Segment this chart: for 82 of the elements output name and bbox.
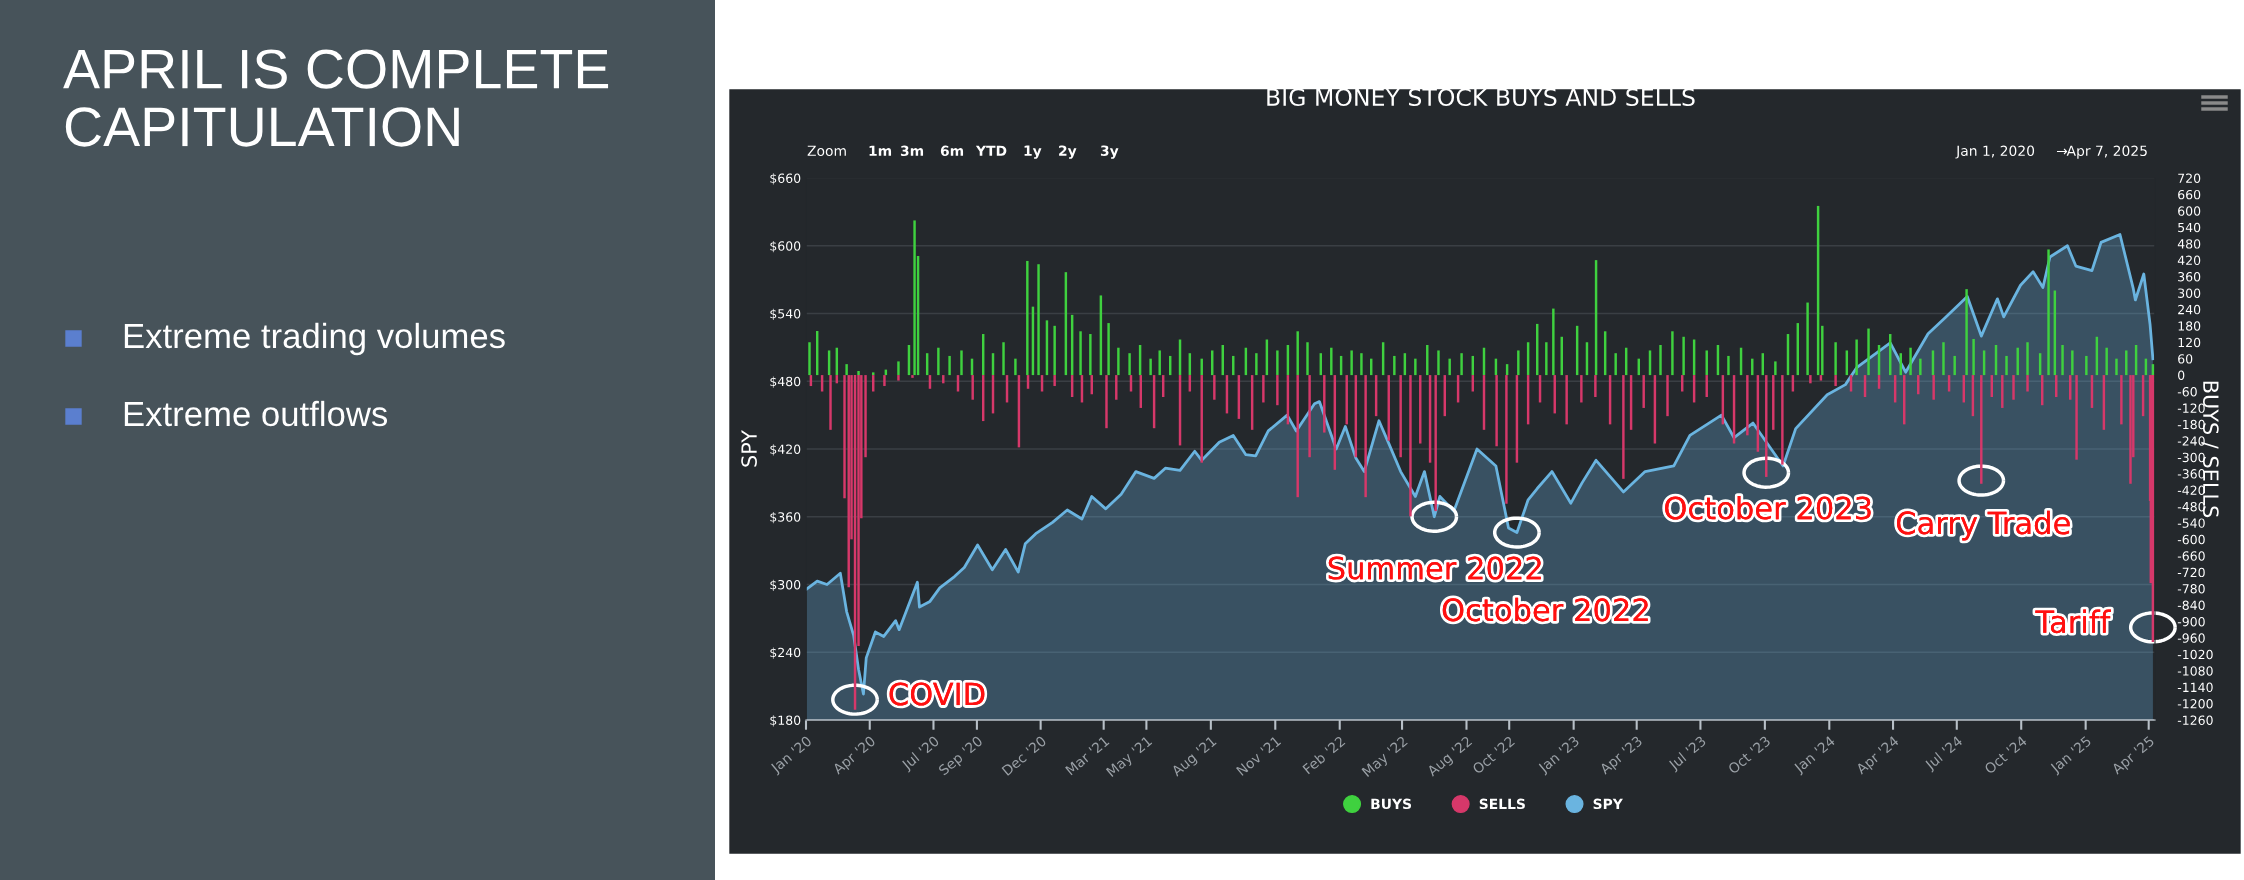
text: YTD: [975, 145, 1007, 156]
y-tick-label: $480: [770, 376, 801, 388]
x-tick-label: Jul '24: [1923, 735, 1965, 773]
y-axis-title: SPY: [741, 429, 757, 467]
annotation: Summer 2022: [1328, 556, 1541, 580]
x-tick-label: Feb '22: [1302, 735, 1346, 775]
y2-tick-label: 660: [2178, 189, 2201, 200]
x-tick-label: Jul '23: [1667, 735, 1709, 773]
y2-tick-label: 60: [2178, 354, 2193, 364]
y2-tick-label: -120: [2177, 403, 2205, 413]
y2-tick-label: 360: [2178, 272, 2201, 282]
x-tick-label: Jan '24: [1792, 735, 1838, 776]
y-tick-label: $540: [770, 308, 801, 321]
text: Zoom: [807, 145, 846, 157]
x-tick-label: Dec '20: [1001, 735, 1047, 776]
x-tick-label: Jan '23: [1537, 735, 1582, 776]
x-tick-label: Apr '20: [831, 735, 878, 777]
text: 1y: [1024, 145, 1042, 159]
text: Apr 7, 2025: [2066, 145, 2147, 159]
y-tick-label: $240: [770, 647, 801, 659]
text: 2y: [1059, 145, 1077, 159]
x-tick-label: Oct '24: [1983, 735, 2028, 775]
y2-tick-label: 120: [2178, 337, 2201, 348]
text: 3y: [1100, 145, 1119, 159]
y2-tick-label: -1260: [2177, 715, 2213, 725]
y2-tick-label: 540: [2178, 222, 2201, 233]
y2-tick-label: -840: [2177, 600, 2205, 610]
text: Extreme outflows: [124, 400, 388, 427]
legend-label: SPY: [1593, 798, 1623, 810]
annotation: Tariff: [2035, 609, 2111, 634]
y2-tick-label: 300: [2178, 288, 2201, 298]
y2-tick-label: -900: [2177, 616, 2205, 627]
y2-tick-label: -1080: [2177, 666, 2213, 676]
x-tick-label: Jan '20: [769, 735, 814, 776]
x-tick-label: Oct '23: [1727, 735, 1771, 775]
y2-tick-label: -1020: [2177, 649, 2213, 660]
y2-tick-label: -1200: [2177, 699, 2213, 709]
y2-tick-label: 0: [2178, 370, 2185, 381]
text: 6m: [940, 145, 964, 157]
y-tick-label: $180: [770, 715, 801, 727]
x-tick-label: Apr '24: [1855, 735, 1902, 777]
y2-tick-label: 600: [2178, 206, 2201, 216]
y2-tick-label: -180: [2177, 419, 2205, 430]
y2-tick-label: 480: [2177, 239, 2201, 249]
text: Extreme trading volumes: [124, 322, 505, 356]
annotation: October 2023: [1665, 495, 1871, 520]
y-tick-label: $600: [770, 241, 801, 253]
y2-tick-label: 420: [2177, 255, 2201, 266]
legend-label: BUYS: [1371, 798, 1412, 810]
text: APRIL IS COMPLETE CAPITULATION: [63, 49, 609, 147]
x-tick-label: Sep '20: [937, 735, 985, 778]
y-tick-label: $300: [770, 579, 801, 592]
x-tick-label: Aug '21: [1170, 735, 1219, 779]
y2-tick-label: 240: [2178, 304, 2201, 315]
text: Jan 1, 2020: [1955, 145, 2035, 159]
y2-tick-label: -600: [2177, 534, 2205, 545]
x-tick-label: Apr '25: [2110, 735, 2157, 777]
annotation: October 2022: [1442, 597, 1648, 622]
y2-tick-label: -960: [2177, 633, 2205, 643]
y2-tick-label: -720: [2177, 567, 2205, 578]
y2-tick-label: 180: [2178, 321, 2201, 331]
x-tick-label: Apr '23: [1598, 735, 1645, 777]
y2-tick-label: -780: [2177, 584, 2205, 594]
y-tick-label: $420: [770, 444, 801, 456]
y2-tick-label: -300: [2177, 452, 2205, 463]
x-tick-label: May '22: [1361, 735, 1410, 780]
y2-tick-label: -540: [2177, 518, 2205, 528]
y-tick-label: $360: [770, 512, 801, 524]
y2-tick-label: -60: [2177, 386, 2197, 397]
y2-tick-label: -480: [2177, 501, 2205, 512]
text: →: [2056, 148, 2068, 155]
x-tick-label: Jan '25: [2049, 735, 2094, 776]
text: 3m: [900, 145, 924, 157]
legend-label: SELLS: [1479, 798, 1525, 810]
y-tick-label: $660: [770, 173, 801, 185]
y2-tick-label: 720: [2178, 173, 2201, 183]
text: 1m: [869, 145, 892, 156]
annotation: Carry Trade: [1896, 510, 2070, 541]
y2-tick-label: -1140: [2177, 682, 2213, 693]
annotation: COVID: [889, 682, 985, 706]
y2-tick-label: -660: [2177, 551, 2205, 561]
x-tick-label: Nov '21: [1235, 735, 1282, 777]
